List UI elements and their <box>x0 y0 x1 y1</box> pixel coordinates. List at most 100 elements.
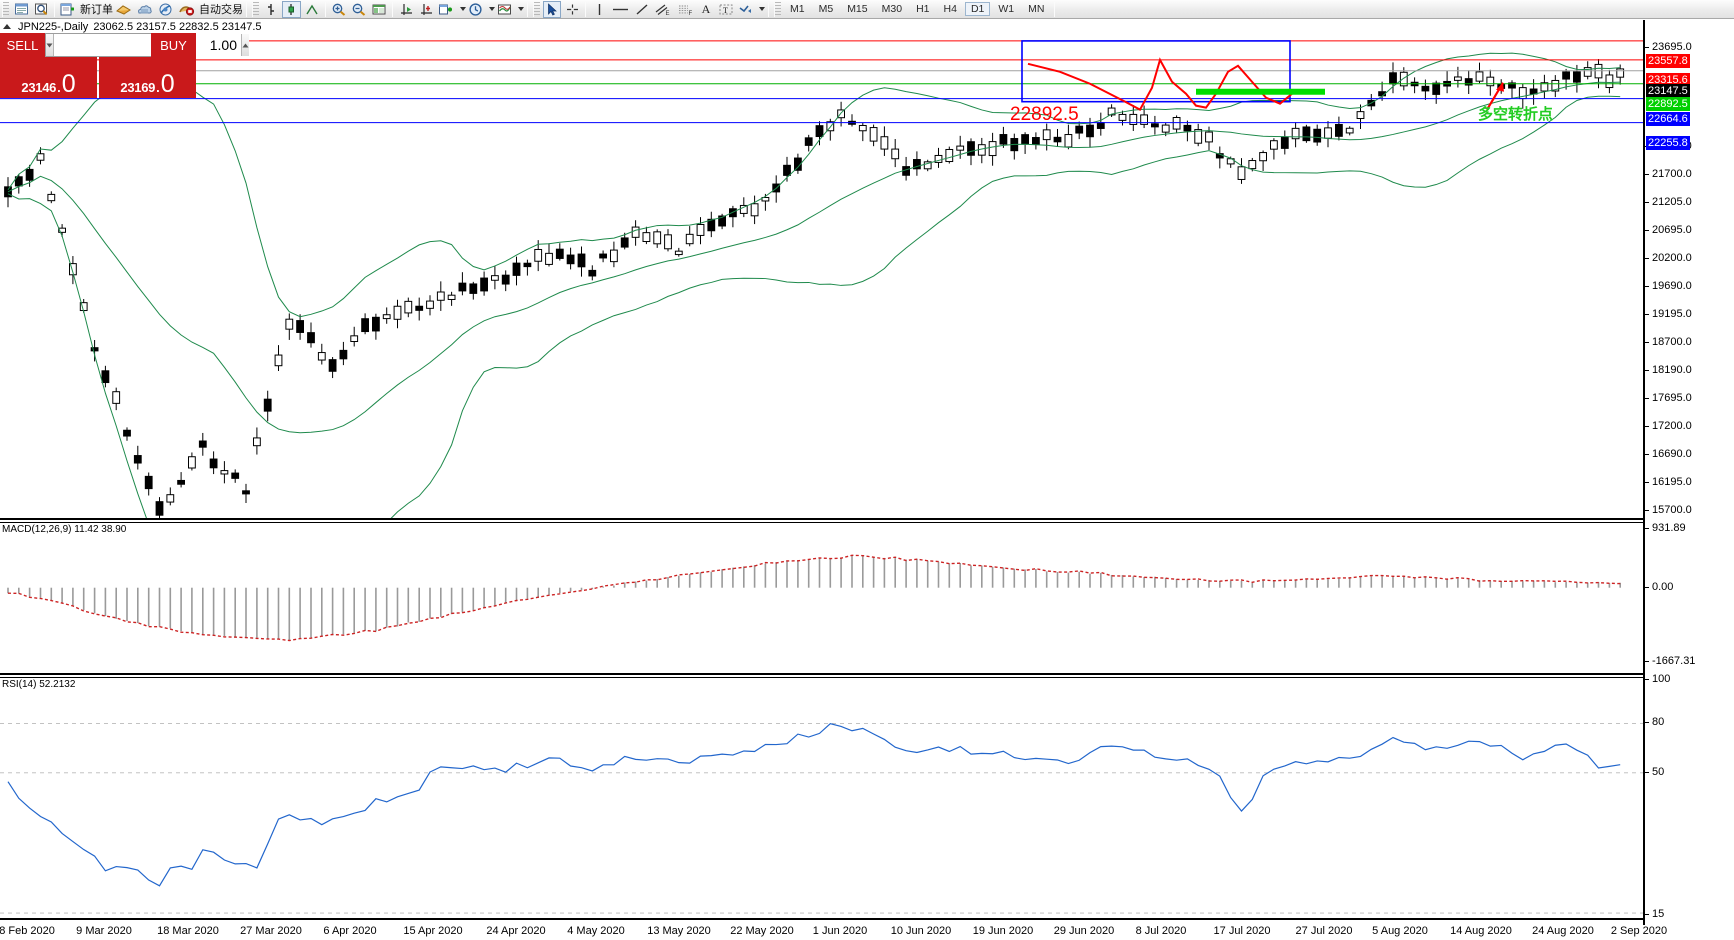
strategy-tester-icon[interactable] <box>114 1 133 18</box>
metaeditor-icon[interactable] <box>135 1 154 18</box>
timeframe-m15[interactable]: M15 <box>847 3 868 15</box>
price-tick: 50 <box>1645 766 1734 778</box>
volume-increment-button[interactable] <box>241 34 249 56</box>
one-click-trading-panel[interactable]: SELL BUY 23146 . 0 23169 . 0 <box>0 33 249 98</box>
buy-button[interactable]: BUY <box>151 33 196 57</box>
price-level-annotation: 22892.5 <box>1010 104 1079 125</box>
price-tick: 100 <box>1645 673 1734 685</box>
price-level-label[interactable]: 23557.8 <box>1646 54 1690 68</box>
autotrading-label[interactable]: 自动交易 <box>199 3 243 16</box>
indicators-add-icon[interactable] <box>437 1 456 18</box>
date-tick: 17 Jul 2020 <box>1213 925 1271 937</box>
svg-text:T: T <box>723 6 728 15</box>
templates-icon[interactable] <box>496 1 514 18</box>
zoom-out-icon[interactable] <box>350 1 368 18</box>
text-icon[interactable]: A <box>701 1 711 16</box>
chart-symbol-bar: JPN225-,Daily 23062.5 23157.5 22832.5 23… <box>0 20 1734 33</box>
timeframe-d1[interactable]: D1 <box>964 2 991 16</box>
price-pane[interactable] <box>0 20 1643 520</box>
cursor-icon[interactable] <box>543 0 561 18</box>
buy-price-separator: . <box>156 80 160 95</box>
templates-dropdown-caret[interactable] <box>518 7 524 11</box>
shapes-icon[interactable] <box>737 1 755 18</box>
text-label-icon[interactable]: T <box>717 1 735 18</box>
volume-stepper[interactable] <box>45 33 249 57</box>
volume-input[interactable] <box>54 34 241 56</box>
price-tick: 17695.0 <box>1645 392 1734 404</box>
price-tick: 19690.0 <box>1645 280 1734 292</box>
zoom-in-icon[interactable] <box>330 1 348 18</box>
bollinger-lower-band <box>7 95 1621 518</box>
sell-price[interactable]: 23146 . 0 <box>0 57 97 98</box>
toolbar-separator-3 <box>325 1 326 17</box>
price-axis[interactable]: 23695.023190.021700.021205.020695.020200… <box>1643 20 1734 940</box>
line-chart-icon[interactable] <box>303 1 321 18</box>
timeframe-m30[interactable]: M30 <box>881 3 903 15</box>
horizontal-line-icon[interactable] <box>610 1 631 18</box>
macd-pane[interactable]: MACD(12,26,9) 11.42 38.90 <box>0 522 1643 675</box>
chart-shift-icon[interactable] <box>397 1 415 18</box>
sell-price-separator: . <box>57 80 61 95</box>
price-level-label[interactable]: 23147.5 <box>1646 84 1690 98</box>
toolbar-separator-4 <box>392 1 393 17</box>
toolbar-grip-4[interactable] <box>774 1 781 17</box>
sell-button[interactable]: SELL <box>0 33 45 57</box>
crosshair-icon[interactable] <box>563 1 581 18</box>
toolbar-grip-3[interactable] <box>533 1 540 17</box>
shapes-dropdown-caret[interactable] <box>759 7 765 11</box>
new-order-icon[interactable] <box>59 1 77 18</box>
timeframe-h1[interactable]: H1 <box>916 3 930 15</box>
autotrading-icon[interactable] <box>177 1 196 18</box>
vertical-line-icon[interactable] <box>590 1 608 18</box>
timeframe-mn[interactable]: MN <box>1028 3 1045 15</box>
toolbar-separator-5 <box>527 1 528 17</box>
rsi-series-line <box>7 722 1621 887</box>
trendline-icon[interactable] <box>633 1 651 18</box>
period-clock-icon[interactable] <box>467 1 485 18</box>
timeframe-w1[interactable]: W1 <box>998 3 1015 15</box>
new-order-label[interactable]: 新订单 <box>80 3 113 16</box>
toolbar-separator-8 <box>1054 1 1056 17</box>
price-tick: 16690.0 <box>1645 448 1734 460</box>
buy-price[interactable]: 23169 . 0 <box>99 57 196 98</box>
price-level-label[interactable]: 22255.8 <box>1646 136 1690 150</box>
toolbar-separator-2 <box>246 1 247 17</box>
symbol-name: JPN225-,Daily <box>18 20 89 33</box>
navigator-icon[interactable] <box>156 1 175 18</box>
data-window-icon[interactable] <box>32 1 50 18</box>
date-tick: 6 Apr 2020 <box>323 925 377 937</box>
main-toolbar: 新订单 自动交易 <box>0 0 1734 19</box>
timeframe-m5[interactable]: M5 <box>818 3 834 15</box>
indicators-dropdown-caret[interactable] <box>460 7 466 11</box>
terminal-icon[interactable] <box>12 1 30 18</box>
toolbar-grip[interactable] <box>2 1 9 17</box>
chart-area[interactable]: MACD(12,26,9) 11.42 38.90 RSI(14) 52.213… <box>0 20 1734 925</box>
timeframe-m1[interactable]: M1 <box>790 3 805 15</box>
equidistant-channel-icon[interactable]: E <box>653 1 673 18</box>
price-tick: 15 <box>1645 908 1734 920</box>
price-level-label[interactable]: 22892.5 <box>1646 97 1690 111</box>
price-tick: 15700.0 <box>1645 504 1734 516</box>
chart-shift-right-icon[interactable] <box>417 1 435 18</box>
sell-price-integer: 23146 <box>21 80 57 95</box>
candlestick-chart-icon[interactable] <box>282 0 301 18</box>
oct-prices-row: 23146 . 0 23169 . 0 <box>0 57 196 98</box>
price-level-label[interactable]: 23315.6 <box>1646 73 1690 87</box>
autoscroll-icon[interactable] <box>370 1 388 18</box>
rsi-pane[interactable]: RSI(14) 52.2132 <box>0 677 1643 920</box>
fibonacci-icon[interactable]: F <box>675 1 695 18</box>
macd-chart-svg <box>7 554 1621 642</box>
price-tick: 931.89 <box>1645 522 1734 534</box>
oct-controls-row: SELL BUY <box>0 33 249 57</box>
date-tick: 14 Aug 2020 <box>1450 925 1512 937</box>
head-and-shoulders-polyline <box>1027 57 1293 111</box>
bar-chart-icon[interactable] <box>262 1 280 18</box>
timeframe-h4[interactable]: H4 <box>943 3 957 15</box>
volume-decrement-button[interactable] <box>46 34 54 56</box>
chart-collapse-icon[interactable] <box>3 24 11 29</box>
toolbar-grip-2[interactable] <box>252 1 259 17</box>
price-level-label[interactable]: 22664.6 <box>1646 112 1690 126</box>
rsi-level-lines <box>0 722 1643 914</box>
period-dropdown-caret[interactable] <box>489 7 495 11</box>
